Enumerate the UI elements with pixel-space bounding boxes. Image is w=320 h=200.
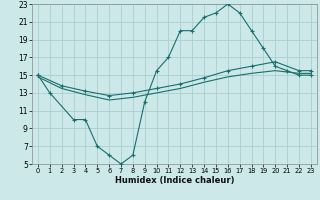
- X-axis label: Humidex (Indice chaleur): Humidex (Indice chaleur): [115, 176, 234, 185]
